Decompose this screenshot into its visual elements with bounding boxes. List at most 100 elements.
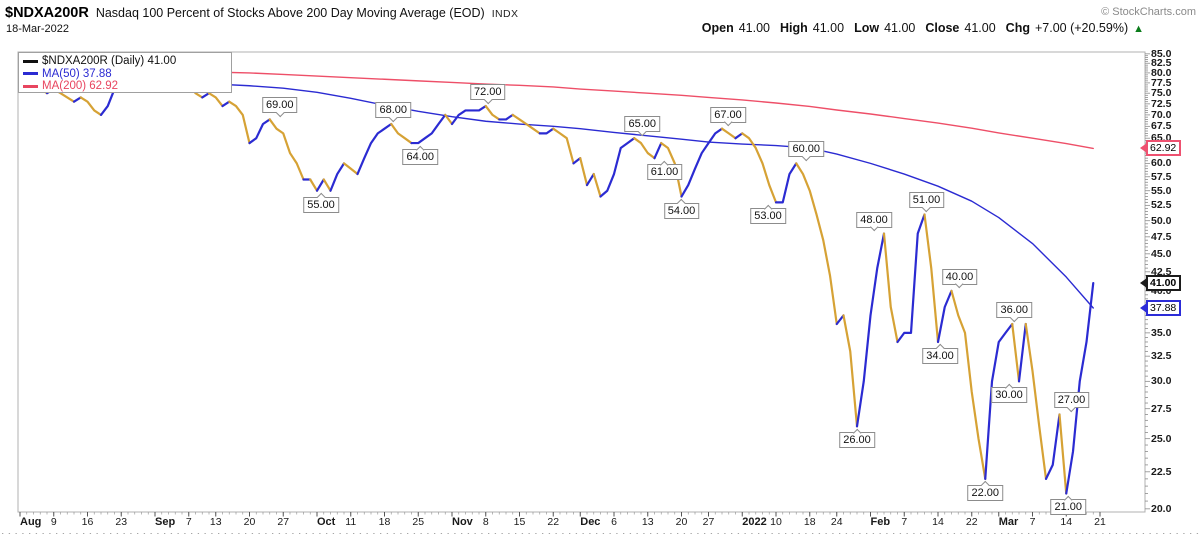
open-value: 41.00: [738, 21, 770, 35]
x-axis-label: 21: [1094, 516, 1106, 528]
y-axis-label: 70.0: [1151, 108, 1172, 121]
last-price-box: 41.00: [1146, 275, 1182, 292]
x-axis-label: 13: [641, 516, 654, 528]
x-axis-label: 9: [50, 516, 57, 528]
price-callout: 34.00: [922, 347, 958, 364]
chart-header: $NDXA200R Nasdaq 100 Percent of Stocks A…: [5, 5, 518, 21]
y-axis-label: 55.0: [1151, 184, 1172, 197]
x-axis-label: Aug: [20, 516, 42, 528]
y-axis-label: 67.5: [1151, 120, 1172, 133]
y-axis-label: 85.0: [1151, 47, 1172, 60]
legend-item: MA(200) 62.92: [23, 80, 231, 93]
legend-item: MA(50) 37.88: [23, 68, 231, 81]
price-callout: 68.00: [375, 102, 412, 119]
low-value: 41.00: [884, 21, 916, 35]
x-axis-label: 14: [932, 516, 944, 528]
chart-date: 18-Mar-2022: [6, 23, 69, 35]
price-callout: 30.00: [991, 387, 1027, 404]
x-axis-label: 20: [675, 516, 688, 528]
legend-line-swatch: [23, 59, 38, 63]
ma50-price-box: 37.88: [1146, 299, 1182, 316]
price-callout: 65.00: [624, 116, 661, 133]
y-axis-label: 72.5: [1151, 97, 1172, 110]
y-axis-label: 35.0: [1151, 326, 1172, 339]
y-axis-label: 27.5: [1151, 402, 1172, 415]
price-callout: 60.00: [788, 141, 825, 158]
y-axis-label: 47.5: [1151, 230, 1172, 243]
x-axis-label: Oct: [317, 516, 336, 528]
x-axis-label: 23: [115, 516, 128, 528]
y-axis-label: 22.5: [1151, 465, 1172, 478]
y-axis-label: 45.0: [1151, 247, 1172, 260]
x-axis-label: 16: [81, 516, 94, 528]
y-axis-ticks: [1145, 53, 1150, 510]
copyright-link[interactable]: © StockCharts.com: [1101, 6, 1196, 18]
exchange-label: INDX: [491, 8, 519, 20]
x-axis-label: 20: [243, 516, 256, 528]
chart-legend: $NDXA200R (Daily) 41.00 MA(50) 37.88 MA(20…: [18, 52, 232, 93]
y-axis-label: 30.0: [1151, 375, 1172, 388]
x-axis-label: Mar: [998, 516, 1019, 528]
symbol: $NDXA200R: [5, 5, 89, 21]
x-axis-label: 7: [185, 516, 192, 528]
chg-label: Chg: [1005, 21, 1030, 35]
x-axis-label: 27: [702, 516, 715, 528]
price-callout: 64.00: [402, 149, 439, 166]
x-axis-label: 7: [1029, 516, 1036, 528]
high-label: High: [780, 21, 808, 35]
price-callout: 53.00: [750, 208, 786, 225]
x-axis-label: 15: [513, 516, 526, 528]
y-axis-label: 25.0: [1151, 432, 1172, 445]
y-axis-label: 20.0: [1151, 502, 1172, 515]
price-callout: 22.00: [967, 484, 1004, 501]
price-callout: 69.00: [261, 97, 298, 114]
x-axis-label: 24: [830, 516, 843, 528]
x-axis-label: Dec: [580, 516, 601, 528]
x-axis-label: Feb: [870, 516, 891, 528]
x-axis-label: 18: [378, 516, 391, 528]
y-axis-label: 60.0: [1151, 157, 1172, 170]
price-callout: 27.00: [1053, 392, 1090, 409]
open-label: Open: [701, 21, 734, 35]
legend-label: MA(50) 37.88: [42, 67, 112, 80]
x-axis-label: 2022: [742, 516, 767, 528]
y-axis-label: 75.0: [1151, 87, 1172, 100]
low-label: Low: [854, 21, 880, 35]
close-label: Close: [925, 21, 960, 35]
x-axis-label: 27: [277, 516, 290, 528]
y-axis-label: 50.0: [1151, 214, 1172, 227]
y-axis-label: 82.5: [1151, 57, 1172, 70]
price-callout: 21.00: [1050, 499, 1087, 515]
price-callout: 40.00: [941, 268, 978, 285]
x-axis-label: 25: [412, 516, 425, 528]
y-axis-label: 80.0: [1151, 66, 1172, 79]
high-value: 41.00: [812, 21, 845, 35]
y-axis-label: 57.5: [1151, 170, 1172, 183]
legend-item: $NDXA200R (Daily) 41.00: [23, 55, 231, 68]
price-callout: 67.00: [710, 106, 746, 123]
x-axis-label: 22: [547, 516, 560, 528]
ma200-price-box: 62.92: [1146, 140, 1182, 157]
x-axis-label: 11: [345, 516, 357, 528]
y-axis-label: 32.5: [1151, 350, 1172, 363]
ohlc-quote-row: Open 41.00 High 41.00 Low 41.00 Close 41…: [697, 21, 1144, 35]
x-axis-label: Sep: [155, 516, 176, 528]
x-axis-label: 10: [770, 516, 782, 528]
price-callout: 26.00: [839, 432, 875, 449]
x-axis-label: Nov: [452, 516, 473, 528]
y-axis-label: 77.5: [1151, 76, 1172, 89]
legend-line-swatch: [23, 84, 38, 88]
price-callout: 36.00: [996, 302, 1033, 319]
price-callout: 51.00: [908, 192, 945, 209]
y-axis-label: 52.5: [1151, 199, 1172, 212]
price-callout: 48.00: [856, 211, 892, 228]
legend-line-swatch: [23, 72, 38, 76]
price-callout: 72.00: [469, 84, 506, 101]
up-arrow-icon: ▲: [1133, 23, 1144, 35]
price-callout: 54.00: [663, 202, 700, 219]
price-callout: 55.00: [303, 196, 339, 213]
x-axis-label: 14: [1060, 516, 1073, 528]
x-axis-label: 8: [482, 516, 489, 528]
legend-label: MA(200) 62.92: [42, 80, 119, 93]
